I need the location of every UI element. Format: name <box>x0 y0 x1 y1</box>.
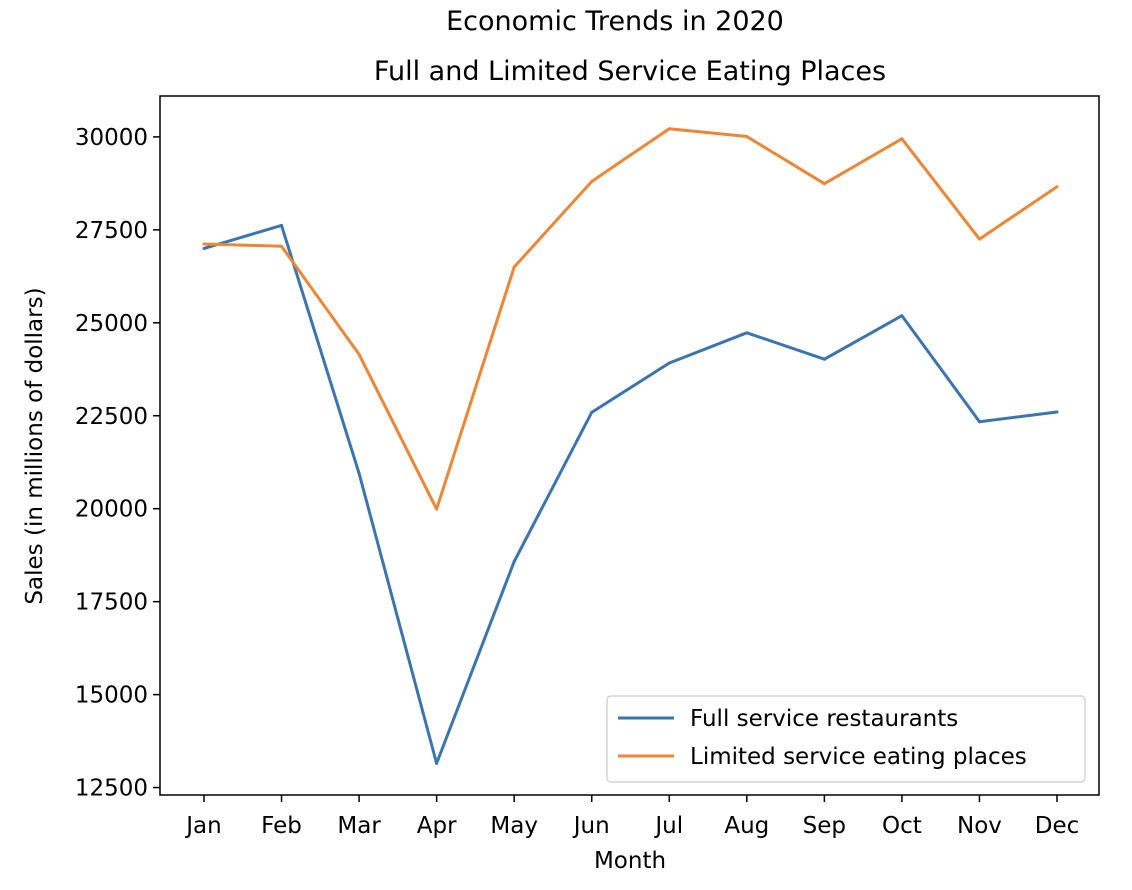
x-tick-label: Jul <box>653 813 683 839</box>
x-tick-label: Jun <box>572 813 610 839</box>
data-point <box>900 314 904 318</box>
x-tick-label: May <box>490 813 538 839</box>
data-point <box>822 357 826 361</box>
legend-label-full-service: Full service restaurants <box>690 706 958 732</box>
y-tick-label: 22500 <box>75 404 148 430</box>
x-tick-label: Nov <box>957 813 1002 839</box>
series-line-full-service <box>203 223 1058 765</box>
data-point <box>512 265 516 269</box>
data-point <box>435 507 439 511</box>
data-point <box>745 331 749 335</box>
data-point <box>280 223 284 227</box>
y-axis: 12500 15000 17500 20000 22500 25000 27500 30000 <box>75 125 160 802</box>
x-tick-label: Aug <box>724 813 769 839</box>
legend: Full service restaurants Limited service… <box>606 695 1086 783</box>
x-tick-label: Sep <box>803 813 846 839</box>
x-tick-label: Dec <box>1035 813 1080 839</box>
plot-lines <box>202 127 1059 765</box>
y-tick-label: 12500 <box>75 776 148 802</box>
data-point <box>202 246 206 250</box>
legend-label-limited-service: Limited service eating places <box>690 744 1027 770</box>
data-point <box>280 244 284 248</box>
data-point <box>1055 410 1059 414</box>
chart-title: Economic Trends in 2020 <box>446 6 784 37</box>
x-axis: Jan Feb Mar Apr May Jun Jul Aug Sep Oct Nov Dec <box>184 795 1079 839</box>
data-point <box>357 352 361 356</box>
data-point <box>512 560 516 564</box>
plot-frame <box>159 95 1100 796</box>
data-point <box>1055 185 1059 189</box>
data-point <box>977 420 981 424</box>
x-tick-label: Jan <box>184 813 221 839</box>
data-point <box>202 242 206 246</box>
x-tick-label: Feb <box>261 813 302 839</box>
data-point <box>357 471 361 475</box>
data-point <box>900 137 904 141</box>
data-point <box>977 237 981 241</box>
x-axis-label: Month <box>594 848 666 874</box>
data-point <box>667 361 671 365</box>
legend-box <box>606 695 1086 783</box>
y-tick-label: 27500 <box>75 218 148 244</box>
data-point <box>667 127 671 131</box>
y-tick-label: 17500 <box>75 590 148 616</box>
data-point <box>590 410 594 414</box>
data-point <box>590 180 594 184</box>
chart-subtitle: Full and Limited Service Eating Places <box>374 56 886 87</box>
y-tick-label: 20000 <box>75 497 148 523</box>
series-line-limited-service <box>203 127 1058 511</box>
data-point <box>745 135 749 139</box>
x-tick-label: Apr <box>417 813 457 839</box>
x-tick-label: Mar <box>337 813 381 839</box>
x-tick-label: Oct <box>882 813 922 839</box>
y-tick-label: 25000 <box>75 311 148 337</box>
data-point <box>822 182 826 186</box>
y-tick-label: 30000 <box>75 125 148 151</box>
data-point <box>435 761 439 765</box>
y-tick-label: 15000 <box>75 683 148 709</box>
y-axis-label: Sales (in millions of dollars) <box>22 287 48 604</box>
